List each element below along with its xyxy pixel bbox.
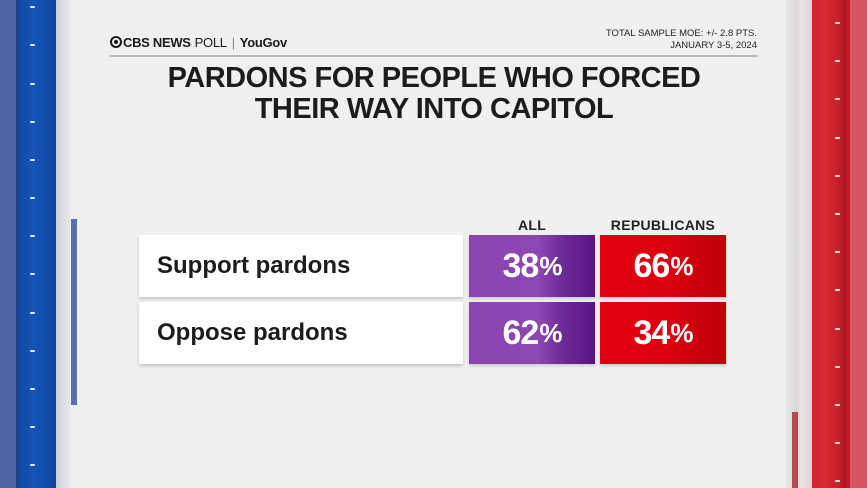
margin-of-error: TOTAL SAMPLE MOE: +/- 2.8 PTS. bbox=[605, 28, 757, 39]
brand-logo: CBS NEWS POLL | YouGov bbox=[110, 34, 287, 50]
column-header-all: ALL bbox=[517, 217, 547, 233]
page-title: PARDONS FOR PEOPLE WHO FORCED THEIR WAY … bbox=[110, 63, 758, 125]
percent-sign: % bbox=[670, 250, 693, 281]
poll-meta: TOTAL SAMPLE MOE: +/- 2.8 PTS. JANUARY 3… bbox=[606, 28, 757, 52]
percent-sign: % bbox=[670, 317, 693, 348]
row-label-support: Support pardons bbox=[139, 235, 463, 297]
poll-date: JANUARY 3-5, 2024 bbox=[670, 40, 757, 51]
value: 38 bbox=[502, 246, 540, 285]
value: 66 bbox=[633, 246, 671, 285]
cbs-eye-icon bbox=[110, 36, 122, 48]
brand-separator: | bbox=[231, 34, 235, 50]
brand-cbs: CBS NEWS bbox=[123, 34, 191, 50]
cell-oppose-republicans: 34% bbox=[600, 302, 726, 364]
cell-support-all: 38% bbox=[469, 235, 595, 297]
row-label-oppose: Oppose pardons bbox=[139, 302, 463, 364]
title-line-1: PARDONS FOR PEOPLE WHO FORCED bbox=[167, 62, 701, 94]
cell-support-republicans: 66% bbox=[600, 235, 726, 297]
title-line-2: THEIR WAY INTO CAPITOL bbox=[254, 93, 614, 125]
right-red-pillar bbox=[786, 0, 867, 488]
column-header-republicans: REPUBLICANS bbox=[610, 217, 716, 233]
percent-sign: % bbox=[539, 317, 562, 348]
left-blue-pillar bbox=[0, 0, 77, 488]
value: 34 bbox=[633, 313, 671, 352]
cell-oppose-all: 62% bbox=[469, 302, 595, 364]
value: 62 bbox=[502, 313, 540, 352]
percent-sign: % bbox=[539, 250, 562, 281]
brand-partner: YouGov bbox=[239, 34, 287, 50]
header-divider bbox=[110, 55, 758, 57]
brand-poll: POLL bbox=[194, 34, 227, 50]
